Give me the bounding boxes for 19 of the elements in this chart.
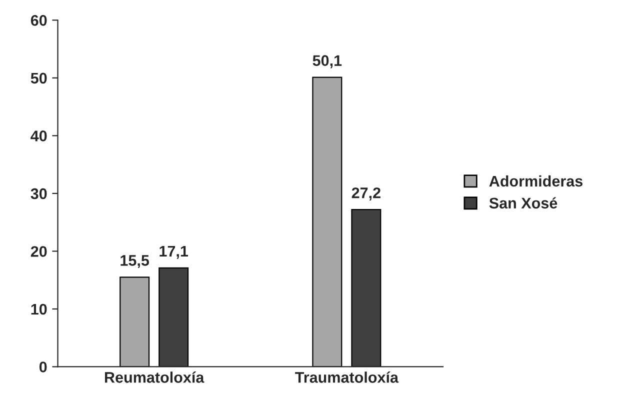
bar [351,209,382,367]
y-tick-label: 40 [30,130,47,142]
y-tick-label: 20 [30,246,47,257]
y-tick-label: 30 [30,188,47,200]
y-tick-label: 60 [30,15,47,26]
y-tick-label: 0 [39,362,47,372]
y-tick-label: 10 [31,304,47,315]
legend-label: Adormideras [489,175,582,187]
data-label: 50,1 [312,55,342,68]
y-tick-label: 50 [30,72,47,84]
data-label: 17,1 [160,246,188,259]
bar [158,267,189,367]
legend-label: San Xosé [489,197,558,209]
data-label: 27,2 [352,187,380,200]
data-label: 15,5 [120,255,150,268]
x-tick-label: Reumatoloxía [105,371,204,383]
x-tick-label: Traumatoloxía [295,371,399,383]
bar [120,276,150,367]
bar [312,76,342,367]
